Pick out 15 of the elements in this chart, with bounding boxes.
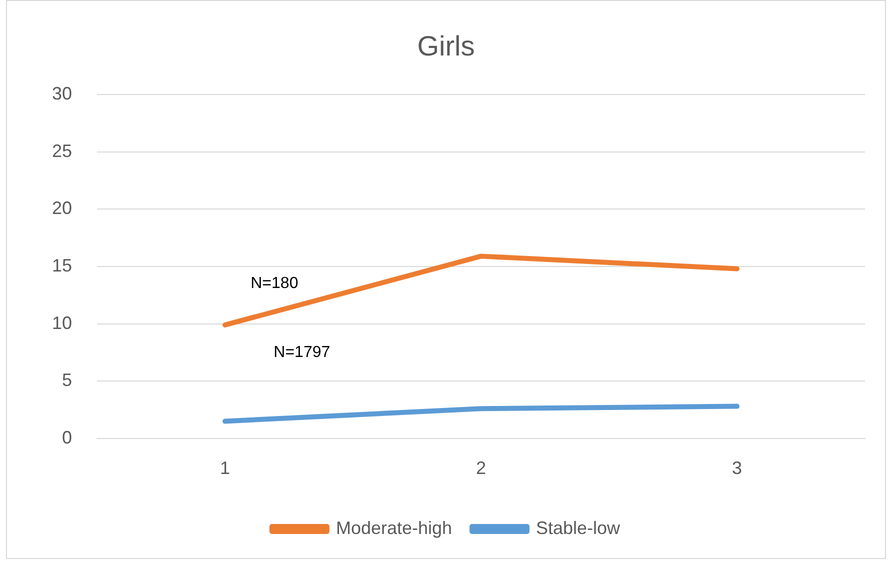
x-tick-label: 1	[220, 458, 230, 478]
y-tick-label: 20	[52, 198, 72, 218]
y-tick-label: 30	[52, 84, 72, 104]
annotation: N=1797	[274, 344, 330, 361]
legend-label: Stable-low	[536, 518, 622, 538]
y-tick-label: 15	[52, 255, 72, 276]
y-tick-label: 0	[62, 427, 72, 448]
y-tick-label: 25	[52, 140, 72, 161]
chart-title: Girls	[417, 30, 475, 62]
legend-label: Moderate-high	[336, 518, 452, 538]
y-tick-label: 5	[62, 370, 72, 390]
x-tick-label: 3	[732, 458, 742, 478]
annotation: N=180	[250, 275, 298, 292]
y-tick-label: 10	[52, 312, 72, 333]
x-tick-label: 2	[476, 458, 486, 478]
